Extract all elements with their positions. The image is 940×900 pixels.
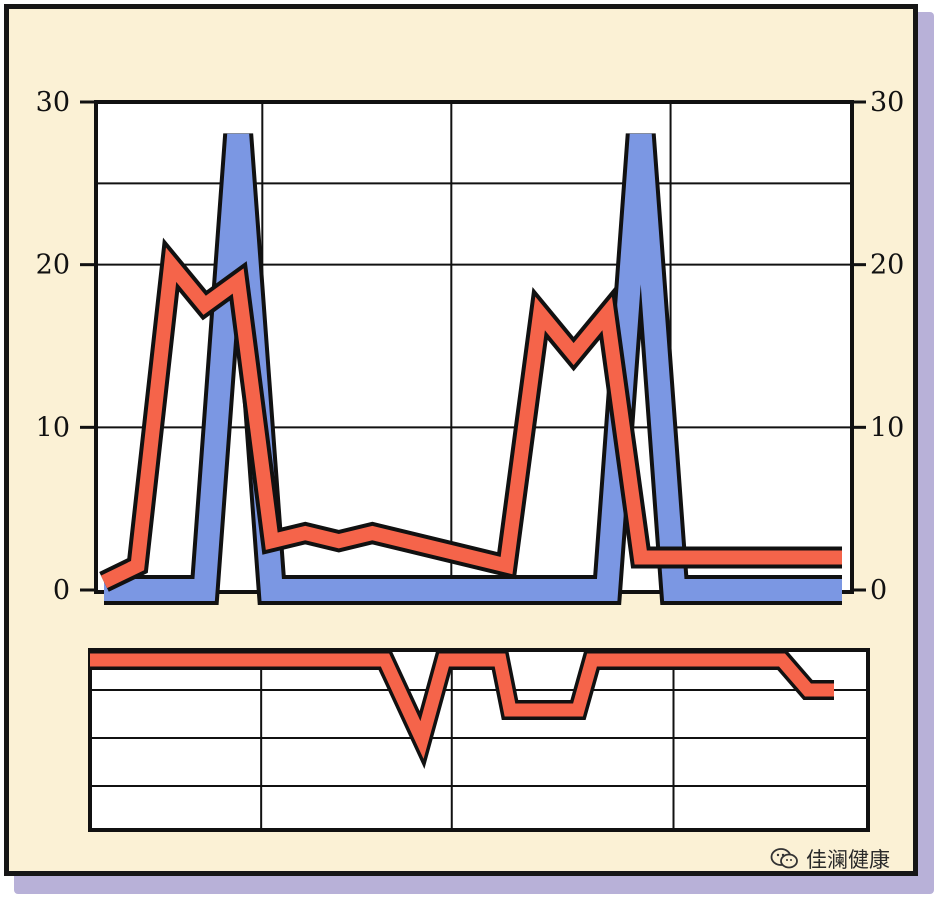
lower-plot-area	[88, 648, 870, 832]
lower-chart	[88, 648, 870, 832]
lower-grid	[90, 650, 868, 830]
left-axis-ticks: 0 10 20 30	[36, 87, 96, 606]
lower-series-group	[90, 650, 834, 770]
right-tick-label: 20	[870, 250, 904, 281]
watermark: 佳澜健康	[770, 844, 890, 874]
main-series-group	[99, 133, 842, 605]
watermark-text: 佳澜健康	[806, 848, 890, 872]
series-1-line	[100, 247, 842, 589]
right-tick-label: 10	[870, 412, 904, 443]
wechat-icon	[770, 847, 800, 871]
lower-series-line	[90, 653, 834, 759]
left-tick-label: 20	[36, 250, 70, 281]
right-tick-label: 0	[870, 575, 887, 606]
left-tick-label: 10	[36, 412, 70, 443]
left-tick-label: 0	[53, 575, 70, 606]
right-tick-label: 30	[870, 87, 904, 118]
left-tick-label: 30	[36, 87, 70, 118]
main-chart: 0 10 20 30 0 10 20 30	[36, 87, 905, 606]
right-axis-ticks: 0 10 20 30	[852, 87, 904, 606]
